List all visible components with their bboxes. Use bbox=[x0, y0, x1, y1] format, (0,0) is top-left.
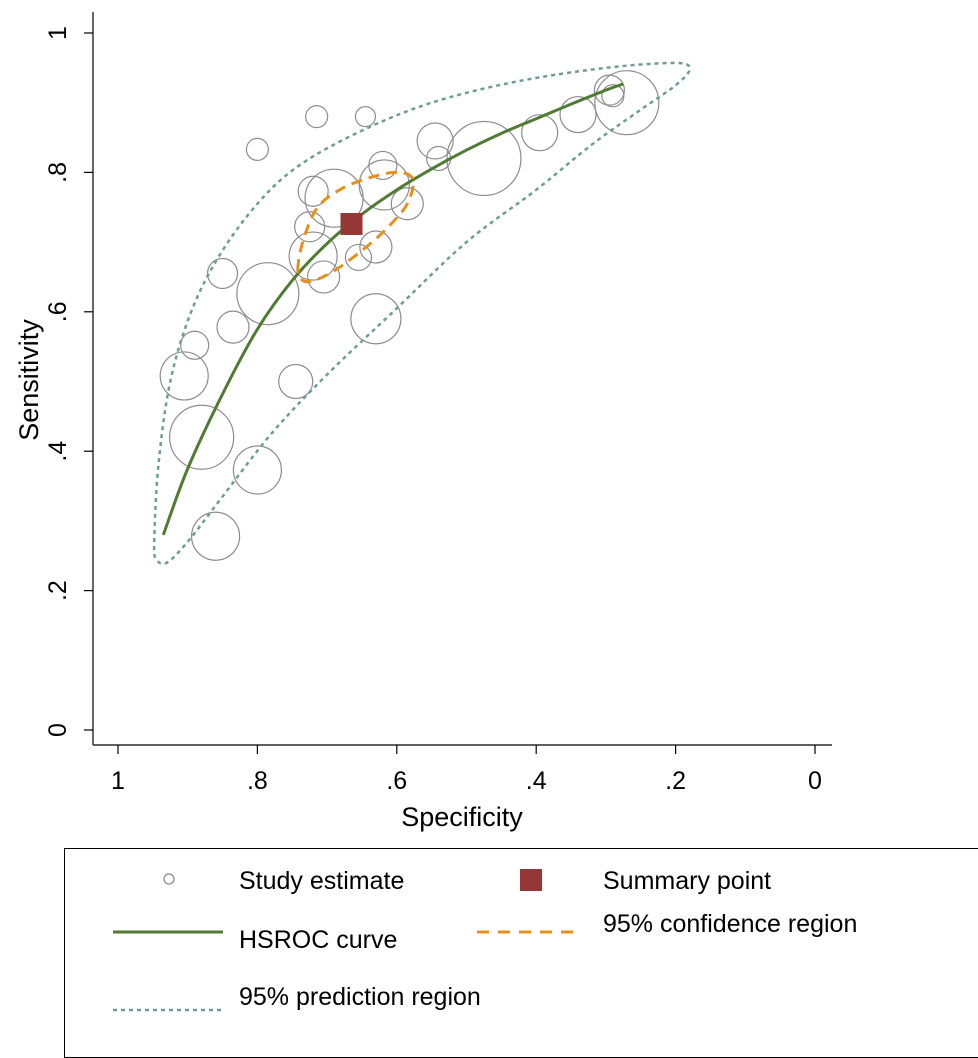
plot-marks bbox=[152, 61, 691, 566]
y-tick-label: 1 bbox=[44, 26, 72, 40]
chart-plot: 0 .2 .4 .6 .8 1 1 .8 .6 .4 .2 0 Specificity Sensiti… bbox=[14, 12, 832, 832]
study-estimate-point bbox=[359, 230, 393, 264]
study-estimate-point bbox=[236, 262, 300, 326]
study-estimate-point bbox=[358, 159, 410, 211]
study-estimate-point bbox=[294, 211, 326, 243]
legend-label-hsroc-curve: HSROC curve bbox=[239, 926, 398, 954]
study-estimate-point bbox=[159, 351, 209, 401]
study-estimate-point bbox=[206, 257, 239, 290]
x-tick-label: 0 bbox=[808, 767, 822, 795]
study-estimate-point bbox=[307, 260, 341, 294]
study-estimate-point bbox=[216, 310, 250, 344]
x-tick-label: .6 bbox=[386, 767, 407, 795]
study-estimate-point bbox=[594, 70, 660, 136]
legend-label-prediction-region: 95% prediction region bbox=[239, 983, 481, 1011]
y-tick-label: .6 bbox=[44, 301, 72, 322]
study-estimate-point bbox=[169, 404, 235, 470]
study-estimate-point bbox=[354, 106, 377, 128]
study-estimate-point bbox=[305, 105, 329, 129]
legend-key-confidence-region bbox=[477, 930, 577, 934]
x-tick-label: .8 bbox=[247, 767, 268, 795]
legend-key-study-estimate bbox=[163, 873, 175, 885]
study-estimate-point bbox=[521, 114, 559, 152]
study-estimate-point bbox=[416, 122, 454, 160]
x-axis-title: Specificity bbox=[401, 802, 523, 832]
legend-label-confidence-region: 95% confidence region bbox=[603, 910, 858, 938]
study-estimate-point bbox=[350, 293, 402, 345]
x-tick-label: .4 bbox=[526, 767, 547, 795]
study-estimate-point bbox=[446, 120, 522, 197]
study-estimate-point bbox=[344, 243, 373, 272]
legend-key-prediction-region bbox=[113, 1008, 223, 1012]
prediction-region-contour bbox=[152, 61, 691, 566]
confidence-region-contour bbox=[296, 170, 415, 284]
y-axis-title: Sensitivity bbox=[14, 319, 44, 441]
hsroc-curve-line bbox=[161, 82, 624, 536]
study-estimate-point bbox=[180, 330, 210, 360]
x-tick-label: .2 bbox=[665, 767, 686, 795]
summary-point-marker bbox=[340, 212, 363, 235]
axes: 0 .2 .4 .6 .8 1 1 .8 .6 .4 .2 0 bbox=[44, 12, 832, 795]
legend: Study estimate Summary point HSROC curve… bbox=[64, 848, 978, 1058]
study-estimate-point bbox=[390, 187, 424, 221]
study-estimate-point bbox=[559, 95, 597, 134]
x-tick-label: 1 bbox=[111, 767, 125, 795]
study-estimate-point bbox=[232, 445, 282, 495]
y-tick-label: 0 bbox=[44, 723, 72, 737]
study-estimate-point bbox=[278, 363, 314, 400]
study-estimate-point bbox=[190, 511, 241, 561]
y-tick-label: .2 bbox=[44, 580, 72, 601]
y-tick-label: .8 bbox=[44, 162, 72, 183]
legend-label-study-estimate: Study estimate bbox=[239, 867, 405, 895]
study-estimate-point bbox=[245, 137, 269, 161]
legend-key-hsroc-curve bbox=[113, 930, 223, 934]
study-estimate-point bbox=[304, 168, 364, 228]
y-tick-label: .4 bbox=[44, 441, 72, 462]
study-estimate-point bbox=[601, 84, 625, 108]
study-estimate-point bbox=[288, 231, 338, 281]
study-estimate-point bbox=[297, 175, 329, 207]
legend-key-summary-point bbox=[520, 869, 542, 891]
legend-label-summary-point: Summary point bbox=[603, 867, 772, 895]
